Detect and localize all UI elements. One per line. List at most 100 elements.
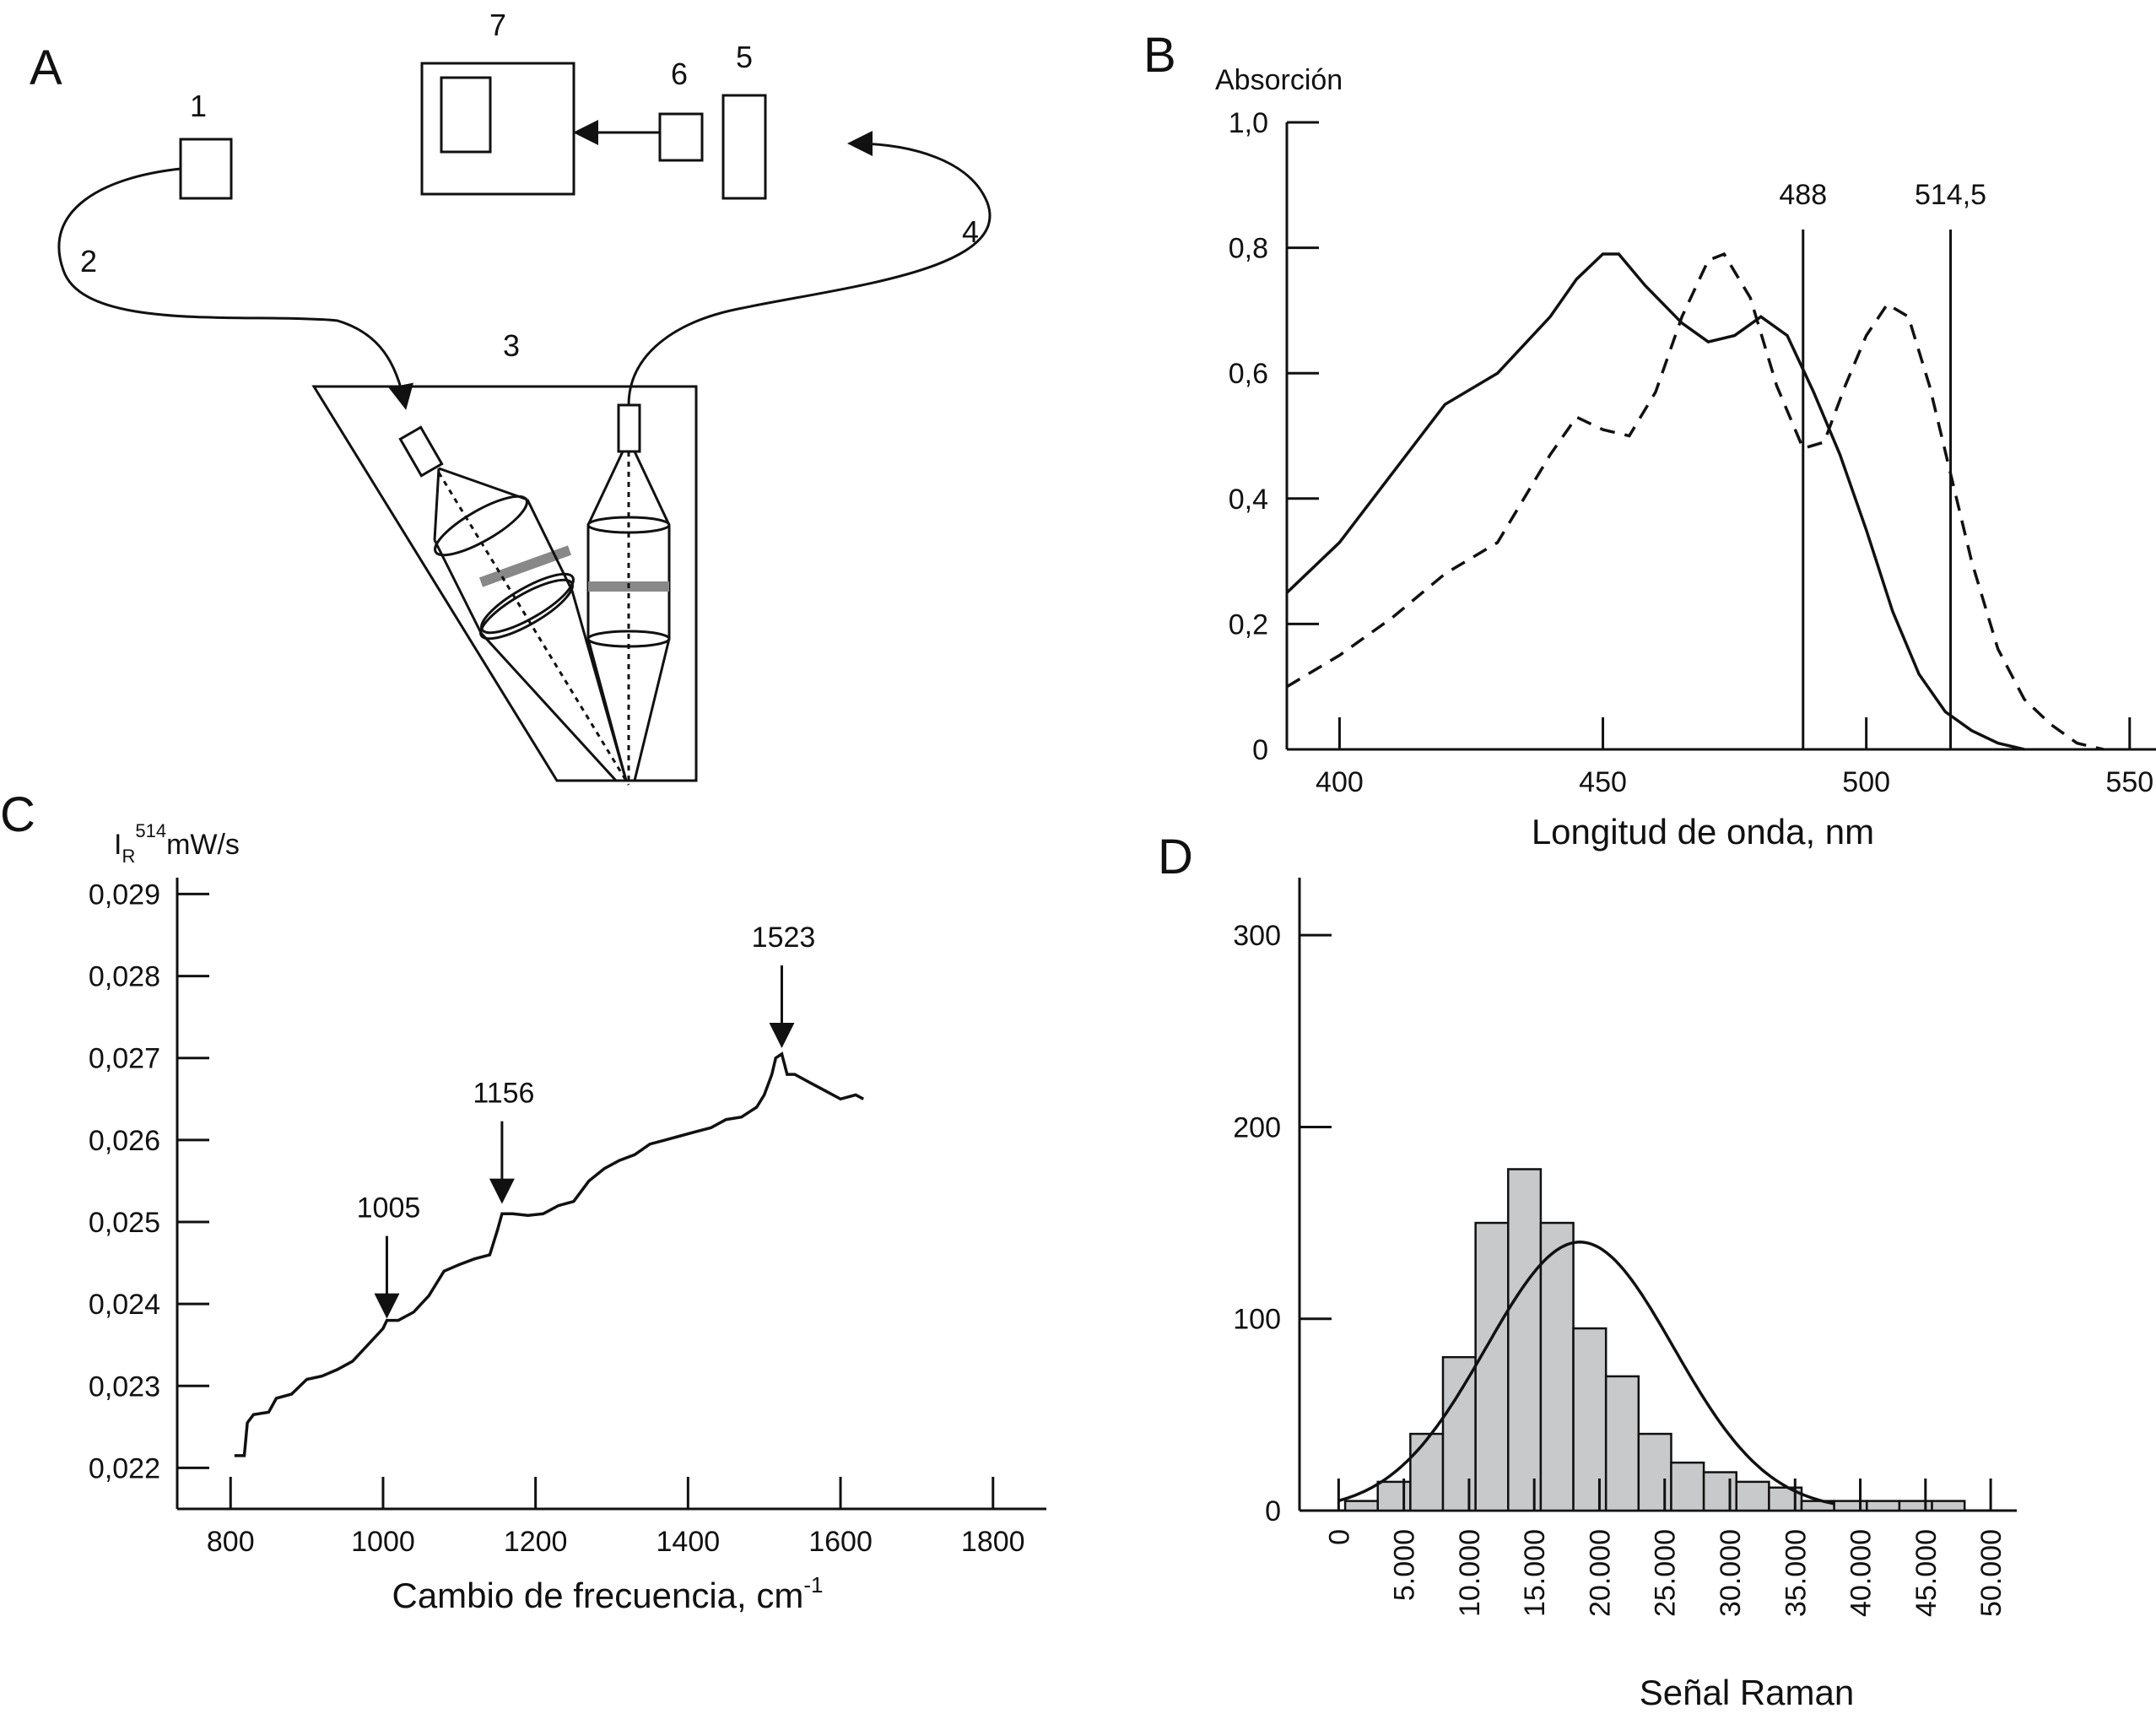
fiber-4-curve: [627, 131, 992, 406]
component-7-box: [420, 62, 575, 196]
chart-b-y-tick-label: 0: [1252, 734, 1268, 766]
right-cone-top: [586, 451, 671, 526]
chart-d-xlabel: Señal Raman: [1640, 1673, 1854, 1712]
chart-c-y-tick-label: 0,023: [89, 1370, 160, 1403]
chart-d-bar: [1572, 1327, 1608, 1512]
chart-d-y-tick-label: 100: [1233, 1304, 1281, 1336]
chart-b-xlabel: Longitud de onda, nm: [1532, 812, 1874, 851]
chart-c-y-tick-label: 0,024: [89, 1289, 160, 1321]
label-3: 3: [503, 328, 520, 363]
chart-d-bar: [1833, 1500, 1868, 1512]
chart-d-x-tick-label: 25.000: [1650, 1529, 1682, 1617]
chart-b-vline-label: 488: [1779, 179, 1827, 211]
chart-d-y-tick-label: 300: [1233, 920, 1281, 952]
panel-b-letter: B: [1143, 28, 1176, 83]
chart-c-ylabel: IR514mW/s: [114, 820, 240, 867]
left-beam-path: [437, 472, 630, 786]
chart-c-y-tick-label: 0,022: [89, 1452, 160, 1484]
left-lens-bottom: [479, 578, 574, 641]
label-7: 7: [489, 8, 506, 42]
chart-d-x-tick-label: 40.000: [1845, 1529, 1878, 1617]
chart-d-bar: [1735, 1480, 1770, 1512]
chart-d-y-tick-label: 0: [1265, 1495, 1281, 1527]
chart-d-bar: [1670, 1461, 1705, 1512]
chart-c-y-tick-label: 0,027: [89, 1043, 160, 1075]
chart-b-y-tick-label: 0,4: [1229, 484, 1268, 516]
chart-d-bar: [1637, 1432, 1672, 1512]
label-5: 5: [736, 40, 753, 74]
chart-d-x-tick-label: 35.000: [1780, 1529, 1812, 1617]
chart-d-bar: [1931, 1500, 1966, 1512]
chart-c-annotation-1523: 1523: [752, 922, 816, 954]
panel-d-letter: D: [1158, 830, 1193, 884]
chart-d-bar: [1604, 1375, 1640, 1512]
left-filter-band: [478, 545, 572, 587]
right-optical-column: [586, 403, 671, 785]
left-optical-column: [398, 425, 630, 786]
chart-d-bar: [1898, 1500, 1933, 1512]
chart-b-series-dashed: [1286, 251, 2105, 751]
chart-d-x-tick-label: 45.000: [1910, 1529, 1943, 1617]
chart-d-bar: [1376, 1480, 1412, 1512]
chart-b-x-tick-label: 450: [1579, 766, 1627, 798]
chart-d-bar: [1866, 1500, 1901, 1512]
component-5-box: [721, 94, 767, 200]
chart-d-bar: [1343, 1500, 1379, 1512]
chart-d-x-tick-label: 50.000: [1975, 1529, 2007, 1617]
chart-d-bar: [1507, 1168, 1543, 1512]
chart-b-absorption: 0 0,2 0,4 0,6 0,8 1,0 400 450 500 550 488 514,5 Abso…: [1215, 64, 2156, 851]
chart-d-bar: [1702, 1471, 1737, 1512]
panel-a-letter: A: [30, 41, 62, 95]
fiber-2-curve: [57, 167, 413, 410]
left-cone-top: [433, 467, 574, 634]
chart-b-vline-label: 514,5: [1915, 179, 1986, 211]
chart-c-y-tick-label: 0,025: [89, 1207, 160, 1239]
chart-c-x-tick-label: 1000: [351, 1526, 415, 1558]
chart-c-y-tick-label: 0,028: [89, 961, 160, 993]
chart-c-x-tick-label: 1400: [657, 1526, 721, 1558]
chart-d-x-tick-label: 30.000: [1715, 1529, 1747, 1617]
chart-b-x-tick-label: 550: [2105, 766, 2153, 798]
chart-b-x-tick-label: 500: [1842, 766, 1890, 798]
chart-b-series-solid: [1285, 252, 2025, 751]
chart-c-y-tick-label: 0,026: [89, 1125, 160, 1157]
label-4: 4: [962, 214, 979, 249]
component-1-light-source: [179, 138, 233, 200]
chart-b-y-tick-label: 0,6: [1229, 358, 1268, 390]
component-7-window: [440, 76, 492, 154]
chart-d-x-tick-label: 10.000: [1454, 1529, 1486, 1617]
chart-c-x-tick-label: 800: [207, 1526, 255, 1558]
chart-c-raman-spectrum: 0,022 0,023 0,024 0,025 0,026 0,027 0,028 0,029…: [89, 820, 1046, 1615]
chart-b-x-tick-label: 400: [1316, 766, 1364, 798]
label-2: 2: [80, 244, 97, 278]
chart-b-y-tick-label: 0,2: [1229, 608, 1268, 641]
chart-d-histogram: 0 100 200 300 0 5.000 10.000 15.000 20.000 25.000…: [1233, 878, 2017, 1712]
left-cone-bottom: [479, 590, 628, 782]
right-cone-bottom: [586, 638, 671, 781]
chart-d-x-tick-label: 5.000: [1389, 1529, 1421, 1601]
chart-d-x-tick-label: 0: [1323, 1529, 1355, 1545]
chart-d-x-tick-label: 20.000: [1584, 1529, 1616, 1617]
chart-b-y-tick-label: 0,8: [1229, 233, 1268, 265]
chart-c-x-tick-label: 1600: [808, 1526, 873, 1558]
chart-c-xlabel: Cambio de frecuencia, cm-1: [392, 1572, 823, 1615]
chart-b-y-tick-label: 1,0: [1229, 107, 1268, 139]
chart-d-y-tick-label: 200: [1233, 1111, 1281, 1143]
label-1: 1: [190, 89, 207, 123]
chart-d-bar: [1409, 1432, 1445, 1512]
component-6-box: [658, 112, 704, 162]
left-fiber-tip: [398, 425, 444, 478]
chart-d-bar: [1474, 1221, 1510, 1512]
chart-c-series-raman: [234, 1052, 865, 1457]
chart-d-bar: [1539, 1221, 1575, 1512]
panel-c-letter: C: [0, 787, 35, 842]
chart-d-bar: [1441, 1355, 1477, 1512]
right-fiber-tip: [617, 403, 641, 453]
chart-c-x-tick-label: 1800: [961, 1526, 1025, 1558]
sample-chamber-3: [311, 385, 698, 782]
label-6: 6: [671, 57, 688, 91]
chart-b-ylabel: Absorción: [1215, 64, 1343, 96]
panel-a: A 1 2 7 6 5 4 3: [30, 8, 992, 786]
chart-c-y-tick-label: 0,029: [89, 879, 160, 911]
